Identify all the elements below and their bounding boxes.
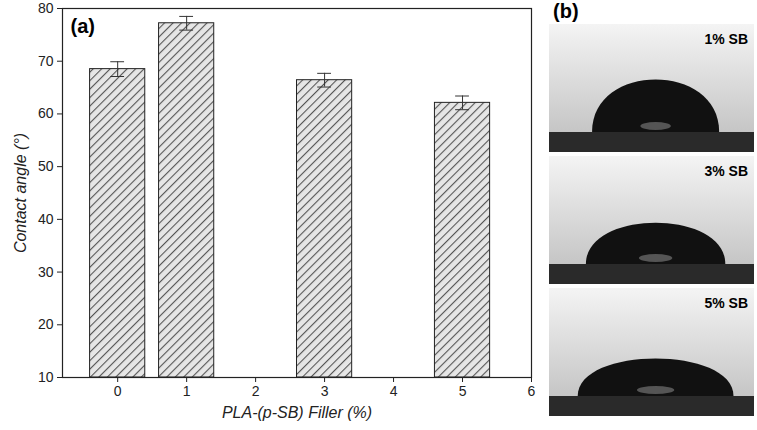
- svg-text:0: 0: [114, 383, 122, 399]
- svg-text:30: 30: [38, 264, 54, 280]
- svg-text:5% SB: 5% SB: [704, 295, 748, 311]
- svg-text:1% SB: 1% SB: [704, 31, 748, 47]
- svg-text:70: 70: [38, 53, 54, 69]
- svg-text:3: 3: [321, 383, 329, 399]
- svg-text:2: 2: [252, 383, 260, 399]
- svg-text:6: 6: [528, 383, 536, 399]
- svg-text:(a): (a): [71, 15, 95, 37]
- svg-text:PLA-(p-SB) Filler (%): PLA-(p-SB) Filler (%): [222, 404, 372, 421]
- svg-text:60: 60: [38, 105, 54, 121]
- svg-text:1: 1: [183, 383, 191, 399]
- svg-text:40: 40: [38, 211, 54, 227]
- svg-text:4: 4: [390, 383, 398, 399]
- svg-text:3% SB: 3% SB: [704, 163, 748, 179]
- svg-text:80: 80: [38, 0, 54, 16]
- svg-text:10: 10: [38, 369, 54, 385]
- svg-text:Contact angle (°): Contact angle (°): [12, 133, 29, 253]
- svg-text:(b): (b): [553, 0, 579, 22]
- svg-text:20: 20: [38, 316, 54, 332]
- svg-text:50: 50: [38, 158, 54, 174]
- svg-text:5: 5: [459, 383, 467, 399]
